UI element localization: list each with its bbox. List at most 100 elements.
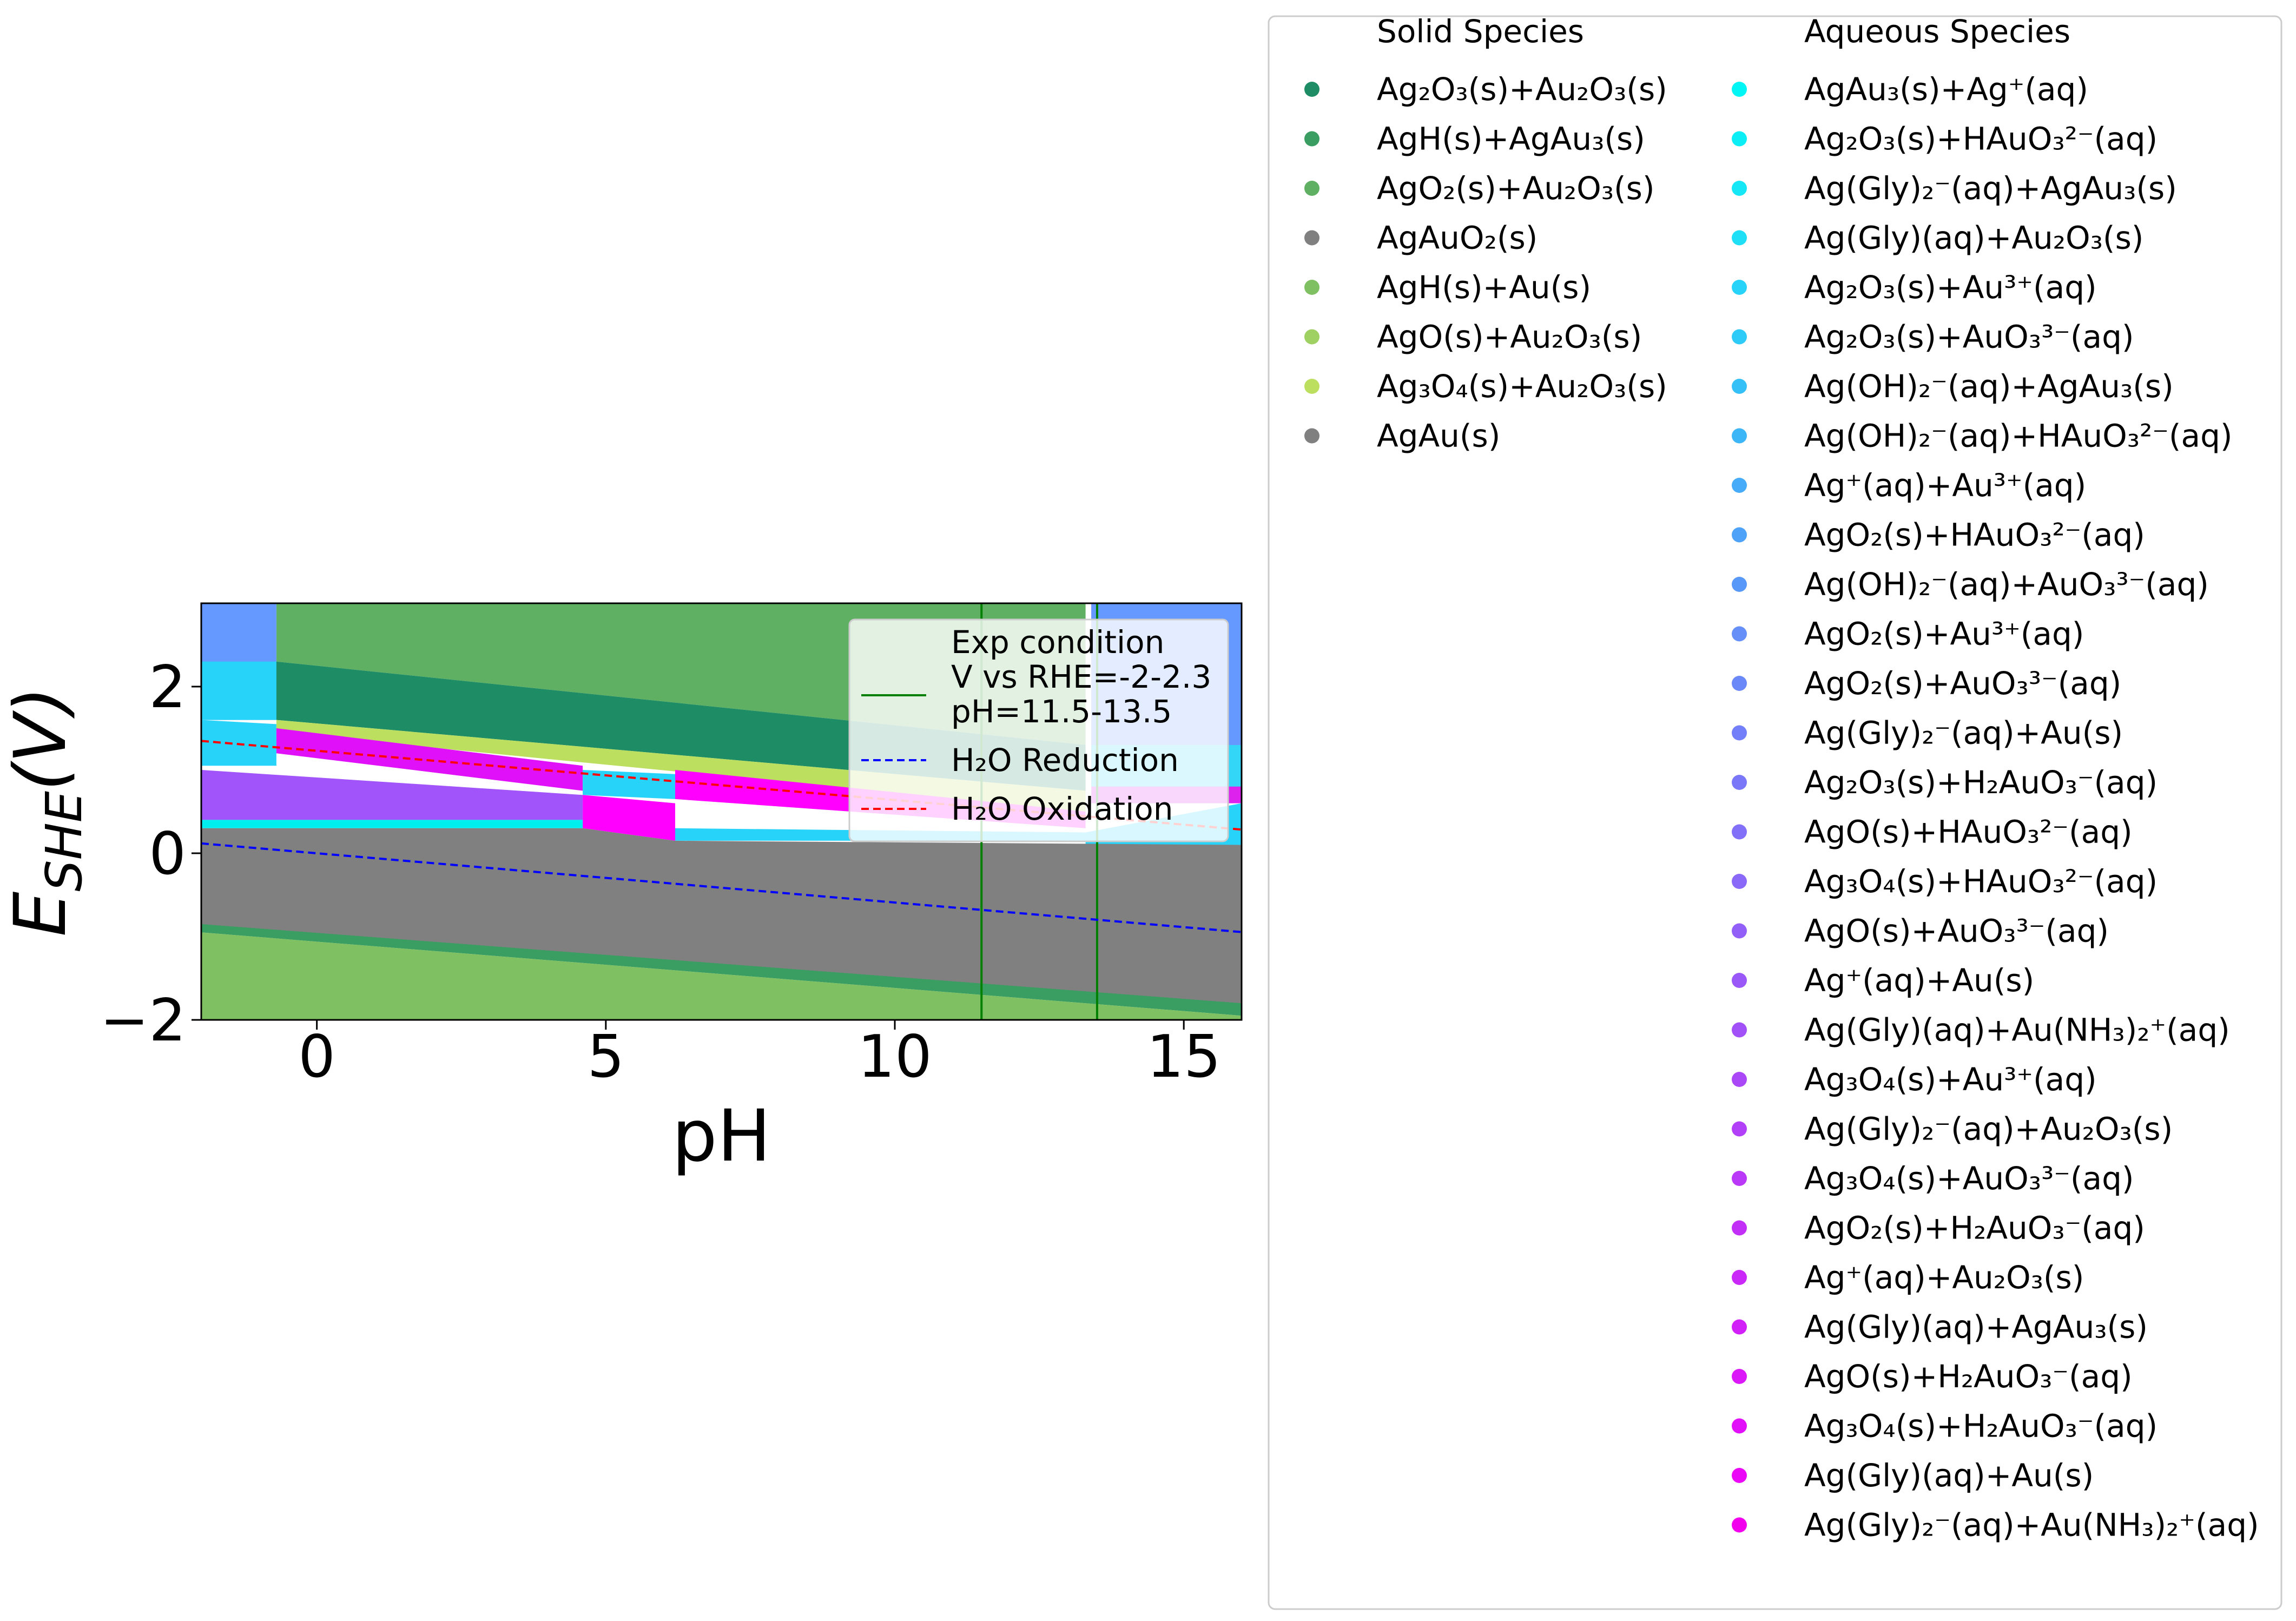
aqueous-legend-marker — [1732, 676, 1747, 691]
aqueous-legend-marker — [1732, 1121, 1747, 1137]
aqueous-legend-label: AgO₂(s)+HAuO₃²⁻(aq) — [1804, 517, 2145, 553]
x-tick-label: 5 — [587, 1023, 624, 1091]
y-tick-label: 0 — [149, 820, 186, 888]
aqueous-legend-marker — [1732, 923, 1747, 939]
aqueous-legend-label: Ag⁺(aq)+Au(s) — [1804, 962, 2034, 999]
aqueous-legend-marker — [1732, 329, 1747, 345]
aqueous-legend-marker — [1732, 1270, 1747, 1285]
aqueous-legend-marker — [1732, 379, 1747, 394]
aqueous-legend-label: AgAu₃(s)+Ag⁺(aq) — [1804, 71, 2088, 108]
aqueous-legend-label: Ag(Gly)(aq)+Au₂O₃(s) — [1804, 220, 2143, 256]
aqueous-legend-marker — [1732, 428, 1747, 444]
aqueous-legend-marker — [1732, 82, 1747, 97]
aqueous-legend-marker — [1732, 1418, 1747, 1434]
aqueous-legend-marker — [1732, 1171, 1747, 1186]
x-tick-label: 10 — [857, 1023, 932, 1091]
aqueous-legend-marker — [1732, 1468, 1747, 1483]
region-agau3-s-ag-aq — [201, 820, 583, 828]
aqueous-legend-label: Ag₂O₃(s)+H₂AuO₃⁻(aq) — [1804, 764, 2158, 801]
region-ag-gly-2-aq-au2o3-s — [201, 770, 583, 820]
aqueous-legend-marker — [1732, 1517, 1747, 1533]
inner-legend-label-1: H₂O Reduction — [951, 742, 1179, 779]
x-axis-label: pH — [672, 1095, 771, 1178]
aqueous-legend-label: Ag₂O₃(s)+HAuO₃²⁻(aq) — [1804, 121, 2158, 157]
aqueous-legend-label: Ag₂O₃(s)+AuO₃³⁻(aq) — [1804, 319, 2134, 355]
aqueous-legend-marker — [1732, 973, 1747, 988]
region-ag2o3-s-au3-aq-lower — [201, 720, 276, 766]
aqueous-legend-label: Ag⁺(aq)+Au₂O₃(s) — [1804, 1259, 2084, 1296]
aqueous-legend-label: Ag₃O₄(s)+H₂AuO₃⁻(aq) — [1804, 1408, 2158, 1445]
aqueous-legend-label: Ag(Gly)(aq)+Au(s) — [1804, 1457, 2094, 1494]
aqueous-legend-marker — [1732, 230, 1747, 246]
aqueous-legend-label: Ag(Gly)₂⁻(aq)+Au₂O₃(s) — [1804, 1111, 2173, 1148]
aqueous-legend-label: Ag(Gly)(aq)+Au(NH₃)₂⁺(aq) — [1804, 1012, 2230, 1049]
aqueous-legend-marker — [1732, 874, 1747, 889]
solid-legend-marker — [1304, 181, 1319, 196]
region-ag-gly-aq-au-s — [583, 795, 675, 841]
aqueous-legend-label: AgO₂(s)+H₂AuO₃⁻(aq) — [1804, 1210, 2145, 1247]
solid-legend-marker — [1304, 280, 1319, 295]
solid-legend-label: AgAu(s) — [1377, 418, 1500, 454]
x-tick-label: 15 — [1146, 1023, 1220, 1091]
axes-frame — [200, 602, 1243, 1021]
aqueous-legend-label: AgO₂(s)+AuO₃³⁻(aq) — [1804, 665, 2121, 702]
inner-legend-label-0: Exp condition V vs RHE=-2-2.3 pH=11.5-13.5 — [951, 624, 1211, 730]
solid-legend-label: AgH(s)+Au(s) — [1377, 269, 1591, 306]
inner-legend-box — [848, 618, 1229, 842]
aqueous-legend-marker — [1732, 577, 1747, 592]
aqueous-legend-marker — [1732, 725, 1747, 741]
aqueous-legend-label: AgO(s)+H₂AuO₃⁻(aq) — [1804, 1358, 2133, 1395]
aqueous-legend-marker — [1732, 280, 1747, 295]
line-h2o-reduction — [201, 842, 1242, 933]
aqueous-legend-marker — [1732, 1369, 1747, 1384]
aqueous-legend-label: Ag(Gly)₂⁻(aq)+Au(NH₃)₂⁺(aq) — [1804, 1507, 2259, 1544]
aqueous-legend-marker — [1732, 1319, 1747, 1335]
aqueous-legend-label: Ag(OH)₂⁻(aq)+AgAu₃(s) — [1804, 368, 2174, 405]
solid-species-title: Solid Species — [1377, 13, 1584, 50]
aqueous-legend-marker — [1732, 1022, 1747, 1038]
aqueous-legend-label: Ag(OH)₂⁻(aq)+HAuO₃²⁻(aq) — [1804, 418, 2233, 454]
solid-legend-marker — [1304, 379, 1319, 394]
aqueous-legend-label: Ag₃O₄(s)+AuO₃³⁻(aq) — [1804, 1160, 2134, 1197]
aqueous-legend-marker — [1732, 824, 1747, 840]
solid-legend-label: Ag₃O₄(s)+Au₂O₃(s) — [1377, 368, 1667, 405]
solid-legend-label: AgO(s)+Au₂O₃(s) — [1377, 319, 1642, 355]
solid-legend-marker — [1304, 230, 1319, 246]
aqueous-species-title: Aqueous Species — [1804, 13, 2070, 50]
solid-legend-marker — [1304, 131, 1319, 147]
aqueous-legend-marker — [1732, 181, 1747, 196]
aqueous-legend-label: Ag(Gly)(aq)+AgAu₃(s) — [1804, 1309, 2148, 1346]
aqueous-legend-marker — [1732, 131, 1747, 147]
solid-legend-label: Ag₂O₃(s)+Au₂O₃(s) — [1377, 71, 1667, 108]
y-axis-label: ESHE(V) — [0, 687, 93, 937]
aqueous-legend-label: Ag⁺(aq)+Au³⁺(aq) — [1804, 467, 2086, 504]
y-tick-label: 2 — [149, 654, 186, 721]
aqueous-legend-label: Ag(Gly)₂⁻(aq)+AgAu₃(s) — [1804, 170, 2177, 207]
aqueous-legend-marker — [1732, 478, 1747, 493]
aqueous-legend-label: Ag₃O₄(s)+Au³⁺(aq) — [1804, 1061, 2097, 1098]
solid-legend-marker — [1304, 82, 1319, 97]
solid-legend-marker — [1304, 329, 1319, 345]
y-tick-label: −2 — [100, 987, 186, 1055]
solid-legend-label: AgO₂(s)+Au₂O₃(s) — [1377, 170, 1655, 207]
aqueous-legend-label: Ag₂O₃(s)+Au³⁺(aq) — [1804, 269, 2097, 306]
aqueous-legend-marker — [1732, 1072, 1747, 1087]
aqueous-legend-marker — [1732, 775, 1747, 790]
region-ag2o3-s-au3-aq — [201, 661, 276, 720]
x-tick-label: 0 — [298, 1023, 335, 1091]
region-ag-aq-au3-aq — [583, 770, 675, 799]
outer-legend-box — [1268, 15, 2282, 1610]
inner-legend: Exp condition V vs RHE=-2-2.3 pH=11.5-13.5… — [848, 618, 1229, 842]
outer-legend: Solid Species Aqueous Species Ag₂O₃(s)+Au₂… — [1268, 13, 2282, 1610]
inner-legend-label-2: H₂O Oxidation — [951, 790, 1173, 827]
aqueous-legend-marker — [1732, 626, 1747, 642]
aqueous-legend-label: AgO(s)+HAuO₃²⁻(aq) — [1804, 814, 2133, 851]
aqueous-legend-label: Ag₃O₄(s)+HAuO₃²⁻(aq) — [1804, 863, 2158, 900]
aqueous-legend-label: AgO(s)+AuO₃³⁻(aq) — [1804, 913, 2109, 950]
aqueous-legend-label: Ag(OH)₂⁻(aq)+AuO₃³⁻(aq) — [1804, 566, 2209, 603]
y-axis-label-text: ESHE(V) — [0, 687, 93, 937]
aqueous-legend-marker — [1732, 527, 1747, 543]
aqueous-legend-label: AgO₂(s)+Au³⁺(aq) — [1804, 616, 2084, 653]
solid-legend-label: AgAuO₂(s) — [1377, 220, 1538, 256]
